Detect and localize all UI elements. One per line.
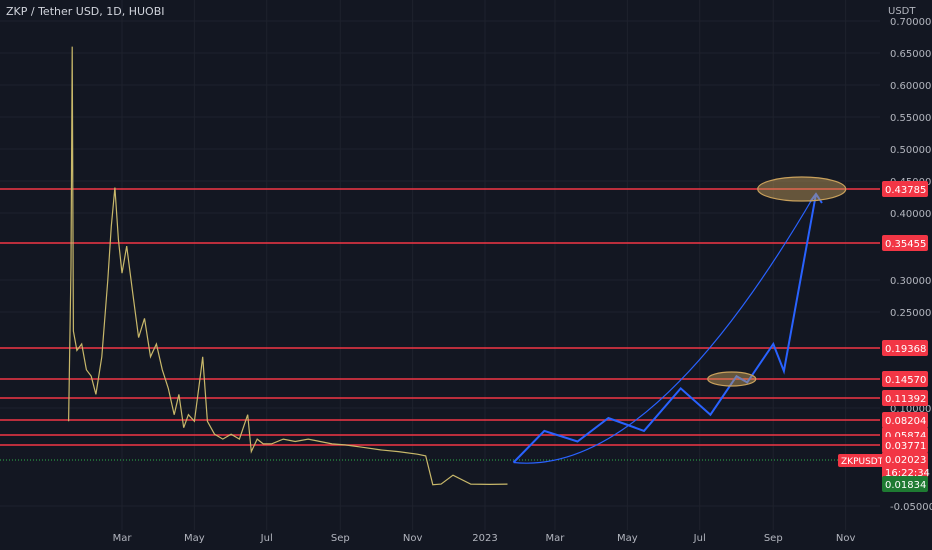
level-tag xyxy=(882,340,928,357)
y-tick-label: 0.70000 xyxy=(890,17,931,28)
y-axis-unit: USDT xyxy=(888,6,916,17)
x-tick-label: Mar xyxy=(546,533,566,544)
x-tick-label: Nov xyxy=(403,533,423,544)
y-tick-label: 0.50000 xyxy=(890,145,931,156)
projection-drawing[interactable] xyxy=(512,176,847,464)
projection-zigzag xyxy=(512,193,817,464)
symbol-tag xyxy=(838,454,884,467)
level-value: 0.19368 xyxy=(885,344,926,355)
x-tick-label: May xyxy=(617,533,638,544)
level-tag xyxy=(882,181,928,198)
x-tick-label: 2023 xyxy=(472,533,497,544)
level-value: 0.11392 xyxy=(885,394,926,405)
current-price-value: 0.02023 xyxy=(885,455,926,466)
x-tick-label: Jul xyxy=(693,533,706,544)
x-axis[interactable]: Mar May Jul Sep Nov 2023 Mar May Jul Sep Nov xyxy=(113,533,856,544)
price-line xyxy=(68,46,508,486)
level-value: 0.03771 xyxy=(885,441,926,452)
level-tag xyxy=(882,371,928,387)
target-ellipse xyxy=(757,176,847,202)
current-price-tag xyxy=(882,452,928,482)
y-tick-label: 0.10000 xyxy=(890,404,931,415)
y-tick-label: -0.05000 xyxy=(890,502,932,513)
level-lines xyxy=(0,188,880,461)
level-tag xyxy=(882,389,928,406)
price-series xyxy=(68,46,508,486)
level-tag xyxy=(882,235,928,252)
grid xyxy=(0,0,880,530)
low-price-tag xyxy=(882,476,928,492)
level-value: 0.14570 xyxy=(885,375,926,386)
y-tick-label: 0.30000 xyxy=(890,276,931,287)
target-ellipse xyxy=(707,371,757,387)
level-value: 0.08204 xyxy=(885,416,926,427)
x-tick-label: May xyxy=(184,533,205,544)
projection-curve xyxy=(513,195,815,464)
chart-title: ZKP / Tether USD, 1D, HUOBI xyxy=(6,5,165,18)
level-tag xyxy=(882,436,928,453)
countdown-value: 16:22:34 xyxy=(885,468,930,479)
x-tick-label: Sep xyxy=(331,533,350,544)
y-tick-label: 0.55000 xyxy=(890,113,931,124)
y-tick-label: 0.40000 xyxy=(890,209,931,220)
x-tick-label: Sep xyxy=(764,533,783,544)
y-tick-label: 0.65000 xyxy=(890,49,931,60)
low-price-value: 0.01834 xyxy=(885,480,926,491)
x-tick-label: Nov xyxy=(836,533,856,544)
y-tick-label: 0.25000 xyxy=(890,308,931,319)
level-value: 0.35455 xyxy=(885,239,926,250)
level-tag xyxy=(882,411,928,428)
price-labels: 0.43785 0.35455 0.19368 0.14570 0.11392 0.082… xyxy=(838,181,930,492)
level-value: 0.43785 xyxy=(885,185,926,196)
level-value: 0.05874 xyxy=(885,431,926,442)
x-tick-label: Jul xyxy=(260,533,273,544)
symbol-label: ZKPUSDT xyxy=(841,457,884,467)
y-tick-label: 0.60000 xyxy=(890,81,931,92)
x-tick-label: Mar xyxy=(113,533,133,544)
